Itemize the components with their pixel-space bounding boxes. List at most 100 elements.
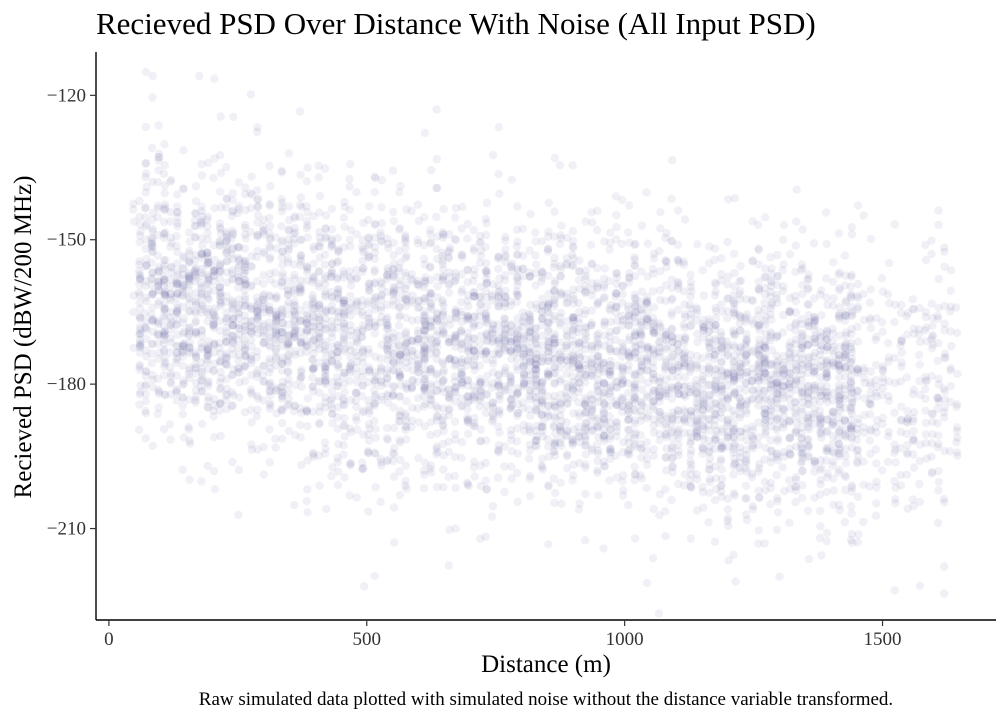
scatter-point: [735, 403, 745, 413]
scatter-point: [512, 437, 522, 446]
scatter-point: [568, 226, 577, 236]
scatter-point: [172, 232, 181, 241]
scatter-point: [798, 493, 807, 502]
scatter-point: [859, 423, 868, 432]
scatter-point: [166, 320, 176, 329]
scatter-point: [166, 177, 175, 186]
scatter-point: [952, 423, 962, 432]
scatter-point: [482, 278, 492, 288]
scatter-point: [451, 429, 460, 439]
scatter-point: [253, 195, 262, 205]
scatter-point: [575, 319, 584, 328]
scatter-point: [631, 393, 640, 402]
scatter-point: [693, 419, 702, 428]
scatter-point: [296, 433, 305, 442]
scatter-point: [525, 474, 535, 483]
scatter-point: [388, 166, 398, 175]
scatter-point: [693, 404, 702, 413]
scatter-point: [822, 293, 831, 302]
scatter-point: [822, 428, 832, 437]
scatter-point: [253, 391, 262, 401]
scatter-point: [501, 325, 510, 334]
scatter-point: [272, 291, 281, 300]
scatter-point: [729, 418, 738, 428]
scatter-point: [543, 307, 552, 317]
scatter-point: [401, 347, 411, 356]
scatter-point: [351, 396, 360, 405]
scatter-point: [687, 470, 696, 479]
scatter-point: [253, 306, 262, 316]
scatter-point: [804, 554, 814, 564]
scatter-point: [797, 433, 806, 443]
scatter-point: [853, 364, 862, 373]
scatter-point: [717, 357, 726, 366]
scatter-point: [315, 333, 324, 342]
scatter-point: [785, 373, 794, 382]
scatter-point: [617, 239, 627, 249]
scatter-point: [376, 458, 386, 467]
scatter-point: [761, 393, 770, 403]
scatter-point: [420, 128, 429, 138]
scatter-point: [662, 444, 671, 453]
scatter-point: [290, 270, 299, 280]
scatter-point: [295, 420, 305, 430]
scatter-point: [272, 310, 281, 319]
scatter-point: [222, 203, 231, 212]
scatter-point: [526, 491, 535, 501]
scatter-point: [289, 260, 299, 269]
scatter-point: [389, 472, 399, 481]
scatter-point: [549, 287, 559, 296]
scatter-point: [853, 492, 863, 501]
scatter-point: [376, 497, 385, 506]
scatter-point: [154, 149, 164, 158]
scatter-point: [556, 308, 566, 317]
scatter-point: [915, 376, 924, 386]
scatter-point: [216, 260, 225, 270]
scatter-point: [439, 387, 448, 397]
scatter-point: [785, 518, 794, 527]
scatter-point: [371, 322, 380, 331]
scatter-point: [309, 297, 318, 306]
scatter-point: [854, 530, 863, 539]
scatter-point: [513, 276, 523, 286]
scatter-point: [444, 280, 453, 290]
scatter-point: [915, 350, 924, 360]
scatter-point: [383, 350, 393, 360]
scatter-point: [395, 410, 405, 420]
scatter-point: [444, 253, 454, 263]
scatter-point: [637, 363, 647, 372]
scatter-point: [804, 440, 814, 450]
scatter-point: [352, 188, 361, 197]
scatter-point: [785, 323, 795, 332]
scatter-point: [544, 227, 553, 236]
scatter-point: [816, 506, 825, 516]
scatter-point: [760, 369, 769, 378]
scatter-point: [407, 357, 416, 366]
scatter-point: [525, 348, 535, 358]
scatter-point: [878, 366, 888, 375]
scatter-point: [835, 427, 844, 437]
scatter-point: [692, 305, 702, 314]
scatter-point: [847, 338, 856, 348]
scatter-point: [433, 293, 442, 302]
scatter-point: [142, 260, 151, 270]
scatter-point: [877, 274, 886, 283]
scatter-point: [209, 365, 218, 375]
scatter-point: [543, 301, 553, 310]
scatter-point: [265, 458, 274, 467]
scatter-point: [927, 439, 937, 448]
scatter-point: [370, 267, 379, 277]
scatter-point: [742, 368, 751, 377]
scatter-point: [290, 229, 299, 238]
scatter-point: [204, 275, 213, 284]
scatter-point: [382, 332, 391, 341]
scatter-point: [197, 477, 206, 486]
scatter-point: [680, 310, 689, 319]
scatter-point: [364, 308, 374, 318]
scatter-point: [216, 168, 226, 178]
scatter-point: [736, 397, 746, 406]
scatter-point: [896, 377, 905, 386]
scatter-point: [190, 209, 200, 218]
scatter-point: [427, 289, 436, 298]
scatter-point: [185, 439, 195, 448]
